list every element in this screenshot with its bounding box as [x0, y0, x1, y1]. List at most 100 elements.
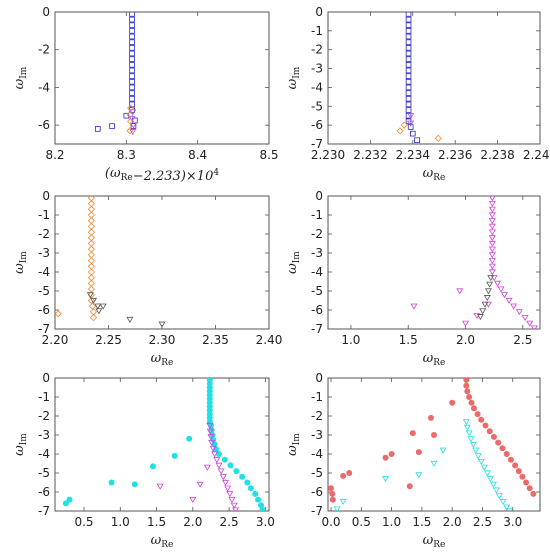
data-point: [129, 84, 135, 91]
data-point: [472, 447, 480, 454]
data-point: [486, 281, 494, 288]
data-point: [490, 275, 498, 282]
data-point: [430, 460, 438, 467]
plot-points: [410, 196, 538, 329]
data-point: [213, 457, 221, 464]
data-point: [488, 229, 496, 236]
y-tick-label: 0: [42, 5, 50, 19]
y-tick-label: -1: [38, 390, 50, 404]
data-point: [87, 205, 95, 213]
data-point: [156, 483, 164, 490]
data-point: [123, 112, 130, 119]
data-point: [499, 498, 507, 505]
data-point: [405, 101, 412, 108]
data-point: [405, 73, 412, 79]
data-point: [503, 451, 510, 457]
data-point: [503, 504, 511, 511]
data-point: [247, 485, 254, 492]
plot-frame: [327, 377, 541, 512]
plot-points: [55, 196, 166, 328]
x-tick-label: 3.0: [503, 515, 522, 529]
data-point: [329, 496, 336, 503]
data-point: [258, 502, 265, 509]
data-point: [499, 445, 506, 452]
data-point: [87, 268, 95, 276]
y-tick-label: -3: [38, 246, 50, 260]
data-point: [129, 50, 135, 57]
data-point: [328, 485, 335, 492]
y-tick-label: -3: [311, 62, 323, 76]
data-point: [221, 479, 229, 486]
data-point: [405, 56, 412, 62]
data-point: [495, 493, 503, 500]
x-tick-label: 1.5: [399, 333, 418, 347]
x-axis-label: ωRe: [423, 166, 446, 183]
data-point: [405, 90, 412, 96]
data-point: [221, 456, 228, 463]
data-point: [469, 441, 477, 448]
y-tick-label: -5: [311, 284, 323, 298]
data-point: [488, 223, 496, 230]
data-point: [66, 496, 73, 503]
data-point: [483, 470, 491, 477]
data-point: [477, 459, 485, 465]
data-point: [530, 325, 538, 329]
data-point: [410, 303, 418, 310]
data-point: [483, 295, 491, 302]
y-tick-label: -1: [311, 208, 323, 222]
data-point: [486, 428, 493, 435]
data-point: [480, 464, 488, 471]
data-point: [239, 473, 246, 480]
data-point: [488, 263, 496, 270]
data-point: [488, 201, 496, 207]
data-point: [405, 22, 412, 28]
data-point: [346, 470, 353, 476]
data-point: [89, 308, 98, 316]
x-axis-label: ωRe: [423, 351, 446, 368]
y-tick-label: -2: [38, 227, 50, 241]
data-point: [482, 422, 489, 429]
data-point: [405, 45, 412, 51]
data-point: [478, 416, 485, 423]
data-point: [129, 90, 135, 96]
data-point: [488, 246, 496, 253]
data-point: [490, 433, 497, 440]
data-point: [405, 16, 412, 23]
data-point: [129, 109, 137, 116]
x-tick-label: 8.4: [188, 148, 207, 162]
data-point: [129, 67, 135, 74]
x-tick-label: 1.0: [111, 515, 130, 529]
data-point: [463, 378, 470, 383]
data-point: [208, 440, 216, 446]
data-point: [206, 428, 214, 435]
x-tick-label: 2.230: [311, 148, 345, 162]
plot-points: [328, 378, 537, 511]
data-point: [158, 321, 166, 328]
x-tick-label: 2.25: [95, 333, 122, 347]
data-point: [196, 481, 204, 488]
data-point: [464, 388, 471, 395]
y-tick-label: -6: [38, 118, 50, 132]
data-point: [407, 120, 415, 127]
x-axis-label: ωRe: [151, 351, 174, 368]
plot-frame: [327, 11, 541, 145]
y-tick-label: 0: [42, 371, 50, 385]
data-point: [488, 212, 496, 219]
data-point: [259, 507, 266, 511]
plot-points: [62, 378, 266, 511]
y-tick-label: -7: [311, 137, 323, 151]
y-tick-label: -5: [311, 466, 323, 480]
data-point: [405, 67, 412, 74]
data-point: [186, 435, 193, 442]
data-point: [467, 436, 475, 443]
data-point: [415, 472, 423, 479]
x-tick-label: 2.5: [220, 515, 239, 529]
data-point: [470, 405, 477, 412]
data-point: [495, 439, 502, 446]
data-point: [128, 115, 136, 122]
y-tick-label: -2: [38, 409, 50, 423]
data-point: [228, 497, 236, 503]
data-point: [129, 39, 135, 45]
data-point: [189, 497, 197, 503]
